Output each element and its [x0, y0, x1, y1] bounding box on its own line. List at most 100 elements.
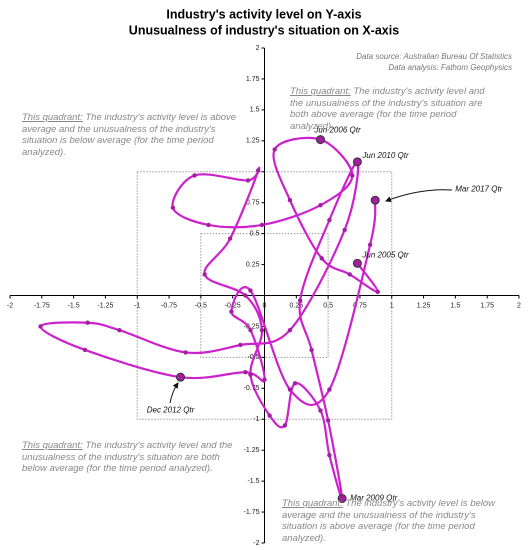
- point-label: Dec 2012 Qtr: [147, 405, 195, 414]
- point: [227, 236, 233, 241]
- point: [367, 242, 373, 247]
- source-note: Data source: Australian Bureau Of Statis…: [356, 52, 512, 61]
- x-tick-label: -0.5: [195, 302, 207, 309]
- x-tick-label: 0.5: [323, 302, 333, 309]
- point: [238, 342, 243, 348]
- point: [287, 387, 293, 392]
- y-tick-label: -1.5: [247, 478, 259, 485]
- quadrant-lead: This quadrant:: [282, 498, 343, 509]
- y-tick-label: 0.25: [246, 261, 260, 268]
- source-note: Data analysis: Fathom Geophysics: [388, 63, 512, 72]
- point: [342, 227, 347, 233]
- point-label: Jun 2010 Qtr: [361, 151, 409, 160]
- x-tick-label: 1.75: [480, 302, 494, 309]
- chart-title: Industry's activity level on Y-axis: [166, 7, 361, 21]
- y-tick-label: 2: [256, 45, 260, 52]
- chart-subtitle: Unusualness of industry's situation on X…: [129, 23, 399, 37]
- point: [248, 372, 253, 377]
- y-tick-label: 0.5: [250, 230, 260, 237]
- point: [350, 173, 355, 178]
- point: [375, 289, 380, 294]
- point: [297, 298, 303, 303]
- y-tick-label: -0.75: [244, 385, 260, 392]
- y-tick-label: -0.25: [244, 323, 260, 330]
- highlight-point: [370, 195, 380, 205]
- point: [255, 168, 261, 173]
- point: [319, 256, 324, 261]
- point: [248, 327, 253, 333]
- point: [318, 202, 323, 208]
- point: [183, 350, 188, 355]
- point-label: Jun 2006 Qtr: [313, 126, 361, 135]
- x-tick-label: -1: [134, 302, 140, 309]
- point: [229, 309, 234, 314]
- highlight-point: [352, 258, 362, 268]
- point: [347, 272, 352, 277]
- point: [327, 387, 332, 392]
- point: [309, 347, 314, 353]
- quadrant-note: This quadrant: The industry's activity l…: [22, 112, 237, 158]
- quadrant-note: This quadrant: The industry's activity l…: [282, 498, 507, 544]
- point: [282, 423, 288, 428]
- highlight-point: [176, 372, 186, 382]
- point: [259, 222, 265, 228]
- x-tick-label: 0: [263, 302, 267, 309]
- quadrant-lead: This quadrant:: [22, 112, 83, 123]
- point: [262, 377, 267, 382]
- point: [325, 418, 331, 423]
- quadrant-text: The industry's activity level and the un…: [22, 440, 233, 474]
- point-label: Jun 2005 Qtr: [361, 250, 409, 259]
- arrow: [385, 189, 453, 203]
- x-tick-label: 1.25: [417, 302, 431, 309]
- point: [85, 320, 90, 325]
- point: [38, 324, 43, 329]
- x-tick-label: 0.75: [353, 302, 367, 309]
- point-label: Mar 2017 Qtr: [455, 184, 502, 193]
- quadrant-note: This quadrant: The industry's activity l…: [290, 86, 495, 132]
- x-tick-label: 2: [517, 302, 521, 309]
- quadrant-text: The industry's activity level is below a…: [282, 498, 496, 544]
- point: [318, 408, 323, 413]
- point: [267, 413, 272, 418]
- point: [259, 327, 265, 333]
- arrow: [169, 382, 179, 404]
- quadrant-note: This quadrant: The industry's activity l…: [22, 440, 247, 475]
- point: [292, 381, 298, 386]
- x-tick-label: -1.25: [97, 302, 113, 309]
- highlight-point: [352, 157, 362, 167]
- highlight-point: [337, 493, 347, 503]
- y-tick-label: 0.75: [246, 200, 260, 207]
- point: [243, 370, 248, 375]
- point: [272, 147, 277, 152]
- point: [243, 293, 248, 298]
- x-tick-label: 1: [390, 302, 394, 309]
- x-tick-label: 1.5: [451, 302, 461, 309]
- y-tick-label: -2: [253, 540, 259, 547]
- quadrant-text: The industry's activity level is above a…: [22, 112, 237, 158]
- y-tick-label: 1.5: [250, 107, 260, 114]
- quadrant-lead: This quadrant:: [290, 86, 351, 97]
- highlight-point: [315, 135, 325, 145]
- x-tick-label: -1.75: [34, 302, 50, 309]
- y-tick-label: 1.25: [246, 138, 260, 145]
- y-tick-label: 1.75: [246, 76, 260, 83]
- x-tick-label: 0.25: [290, 302, 304, 309]
- y-tick-label: -1.75: [244, 509, 260, 516]
- x-tick-label: -0.75: [161, 302, 177, 309]
- quadrant-lead: This quadrant:: [22, 440, 83, 451]
- point: [287, 198, 293, 203]
- point: [287, 327, 293, 333]
- x-tick-label: -1.5: [68, 302, 80, 309]
- point: [170, 205, 176, 210]
- point: [206, 222, 211, 228]
- point: [117, 327, 122, 333]
- point: [192, 173, 197, 178]
- point: [82, 347, 88, 353]
- point: [248, 288, 253, 293]
- y-tick-label: -1.25: [244, 447, 260, 454]
- point: [245, 178, 251, 183]
- y-tick-label: -1: [253, 416, 259, 423]
- point: [202, 272, 207, 277]
